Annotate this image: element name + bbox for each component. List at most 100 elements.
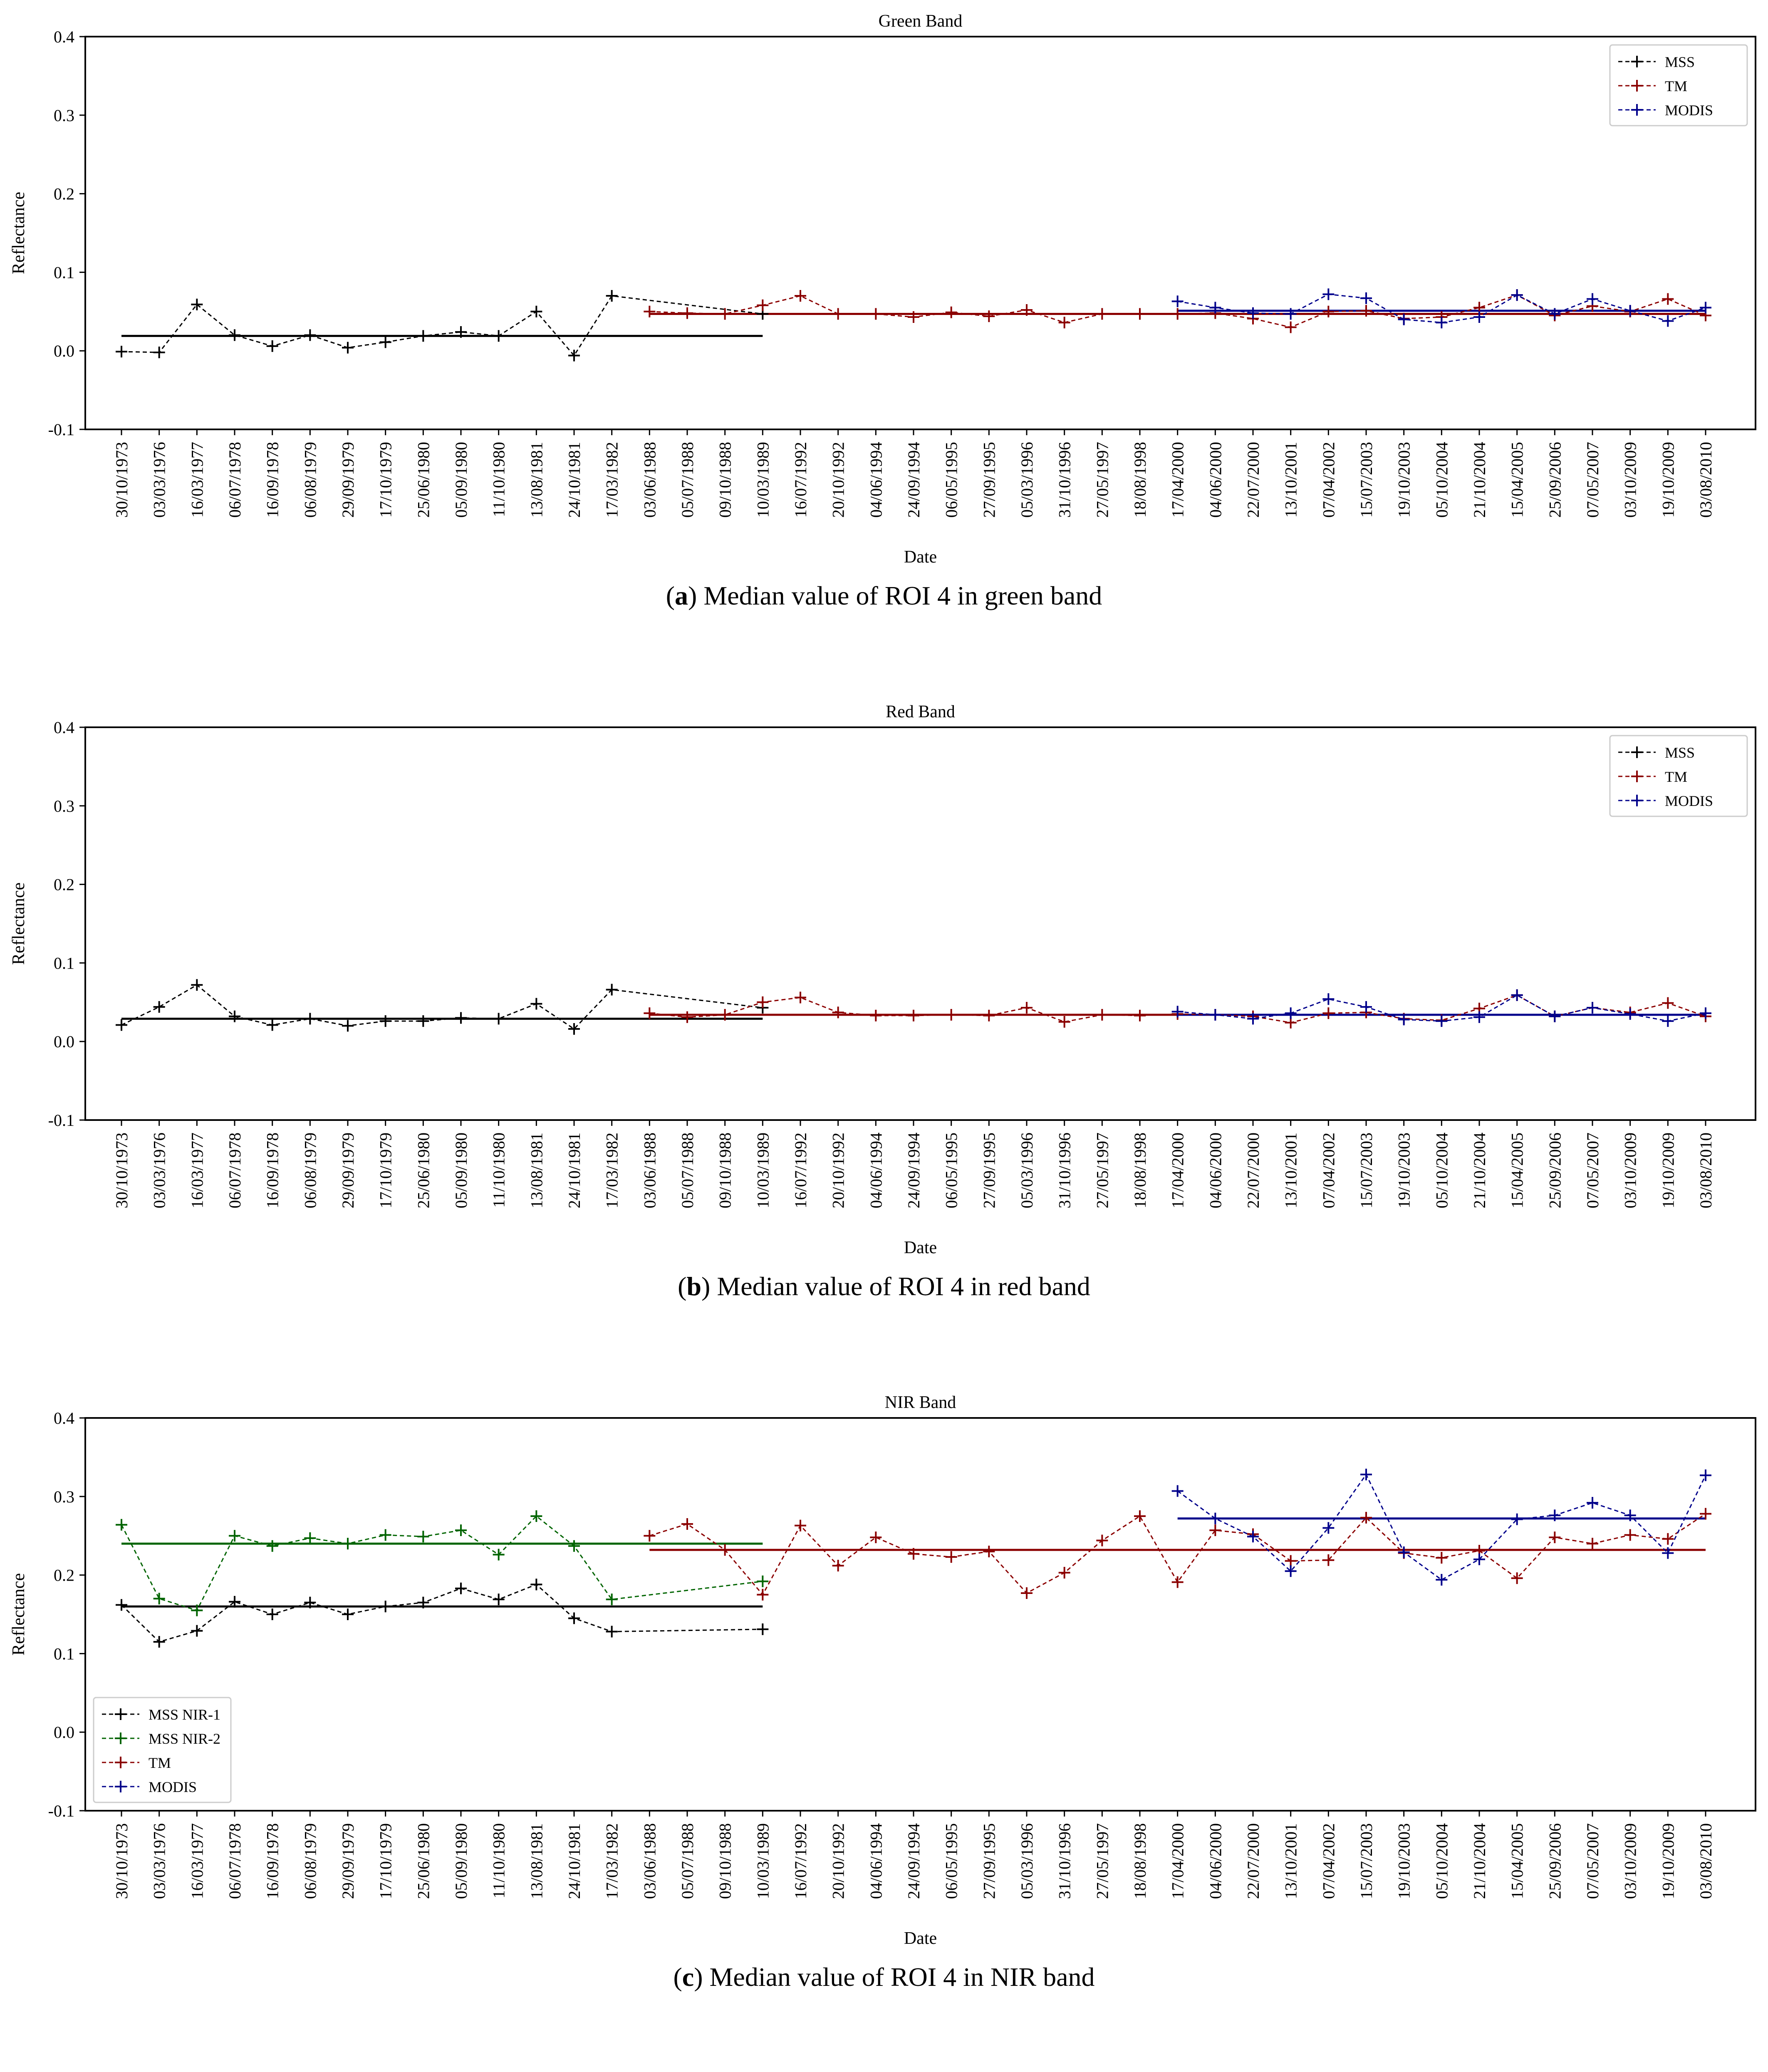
x-tick-label: 29/09/1979 — [339, 442, 357, 518]
x-tick-label: 03/03/1976 — [150, 442, 169, 518]
x-tick-label: 07/05/2007 — [1583, 442, 1602, 518]
data-point-mss-nir-2 — [757, 1575, 769, 1587]
legend: MSS NIR-1 MSS NIR-2 TM MODIS — [93, 1697, 232, 1803]
data-point-modis — [1549, 308, 1561, 320]
data-point-tm — [1360, 305, 1372, 317]
legend-label: MSS — [1665, 54, 1695, 70]
data-point-tm — [1021, 1002, 1033, 1014]
x-tick-label: 19/10/2003 — [1395, 1823, 1414, 1899]
legend-item: MODIS — [1618, 793, 1713, 809]
data-point-modis — [1587, 293, 1598, 305]
x-tick-label: 30/10/1973 — [112, 1133, 131, 1208]
x-tick-label: 06/08/1979 — [301, 442, 319, 518]
data-point-mss-nir-1 — [757, 1623, 769, 1635]
x-tick-label: 31/10/1996 — [1055, 442, 1074, 518]
data-point-modis — [1549, 1010, 1561, 1022]
data-point-tm — [1360, 1512, 1372, 1524]
data-point-tm — [945, 1009, 957, 1021]
x-tick-label: 03/10/2009 — [1621, 1823, 1640, 1899]
x-tick-label: 04/06/1994 — [867, 1133, 885, 1208]
legend-label: MODIS — [1665, 793, 1713, 809]
data-point-mss-nir-1 — [153, 1636, 165, 1648]
x-tick-label: 05/09/1980 — [452, 1823, 470, 1899]
x-tick-label: 25/06/1980 — [414, 442, 433, 518]
data-point-mss-nir-2 — [493, 1549, 505, 1561]
series-line-tm — [649, 1513, 1706, 1596]
data-point-mss-nir-2 — [304, 1532, 316, 1544]
legend-box — [93, 1697, 232, 1803]
data-point-tm — [983, 1545, 995, 1557]
legend-label: MSS NIR-1 — [149, 1706, 220, 1723]
x-tick-label: 06/08/1979 — [301, 1823, 319, 1899]
x-tick-label: 24/09/1994 — [904, 1823, 923, 1899]
series-line-modis — [1177, 1473, 1706, 1581]
data-point-tm — [719, 1009, 731, 1021]
x-axis-label: Date — [904, 548, 937, 567]
data-point-tm — [908, 311, 919, 323]
plot-frame — [84, 726, 1756, 1121]
x-tick-label: 24/09/1994 — [904, 1133, 923, 1208]
x-tick-label: 25/06/1980 — [414, 1823, 433, 1899]
data-point-mss-nir-1 — [493, 1594, 505, 1606]
data-point-mss-nir-1 — [191, 1625, 203, 1637]
data-point-mss — [116, 1019, 127, 1031]
x-tick-label: 07/04/2002 — [1319, 442, 1338, 518]
data-point-tm — [1134, 308, 1146, 320]
chart-panel-nir: NIR Band 0.4 0.3 0.2 0.1 0.0 -0.1 Reflectance 30… — [0, 1381, 1768, 2072]
data-point-tm — [1134, 1009, 1146, 1021]
data-point-modis — [1624, 1509, 1636, 1522]
x-tick-label: 30/10/1973 — [112, 442, 131, 518]
data-point-modis — [1171, 1006, 1184, 1018]
x-tick-label: 06/07/1978 — [225, 1133, 244, 1208]
data-point-tm — [870, 308, 882, 320]
data-point-modis — [1209, 1512, 1221, 1524]
x-tick-label: 19/10/2003 — [1395, 442, 1414, 518]
x-tick-label: 05/07/1988 — [678, 1133, 697, 1208]
data-point-mss-nir-2 — [229, 1530, 240, 1542]
data-point-modis — [1473, 1011, 1485, 1023]
data-point-mss-nir-1 — [568, 1612, 580, 1624]
data-point-mss-nir-1 — [304, 1596, 316, 1609]
x-tick-label: 17/10/1979 — [376, 1133, 395, 1208]
x-tick-label: 06/08/1979 — [301, 1133, 319, 1208]
data-point-tm — [1096, 1534, 1108, 1547]
x-tick-label: 15/04/2005 — [1508, 1133, 1527, 1208]
x-tick-label: 17/04/2000 — [1169, 1823, 1187, 1899]
data-point-mss-nir-1 — [229, 1596, 240, 1608]
data-point-mss — [229, 1010, 240, 1022]
y-tick-label: 0.0 — [54, 342, 74, 360]
x-tick-label: 05/03/1996 — [1018, 442, 1036, 518]
data-point-tm — [1058, 1566, 1070, 1579]
data-point-tm — [681, 307, 693, 319]
x-tick-label: 03/10/2009 — [1621, 442, 1640, 518]
y-tick-label: 0.0 — [54, 1723, 74, 1742]
data-point-tm — [1021, 1587, 1033, 1599]
data-point-modis — [1473, 311, 1485, 323]
x-tick-label: 15/04/2005 — [1508, 442, 1527, 518]
legend-label: MODIS — [149, 1779, 197, 1795]
x-tick-label: 13/10/2001 — [1282, 1823, 1300, 1899]
data-point-mss-nir-2 — [153, 1593, 165, 1605]
data-point-modis — [1285, 1007, 1297, 1019]
x-tick-label: 24/09/1994 — [904, 442, 923, 518]
data-point-modis — [1360, 1001, 1372, 1013]
legend-item: MODIS — [102, 1779, 197, 1795]
y-tick-label: -0.1 — [48, 1802, 74, 1820]
figure-caption: (b) Median value of ROI 4 in red band — [678, 1271, 1090, 1301]
x-tick-label: 03/03/1976 — [150, 1823, 169, 1899]
x-tick-label: 27/05/1997 — [1093, 442, 1112, 518]
data-point-tm — [1171, 1576, 1184, 1588]
legend-label: TM — [1665, 78, 1687, 94]
series-line-mss — [121, 295, 763, 357]
legend-item: TM — [1618, 768, 1687, 785]
data-point-mss-nir-1 — [116, 1599, 127, 1611]
data-point-tm — [1171, 308, 1184, 320]
x-tick-label: 17/10/1979 — [376, 1823, 395, 1899]
x-tick-label: 11/10/1980 — [490, 1133, 508, 1208]
y-tick-label: -0.1 — [48, 420, 74, 439]
data-point-tm — [1322, 305, 1335, 317]
x-tick-label: 24/10/1981 — [565, 1133, 584, 1208]
y-tick-label: 0.2 — [54, 875, 74, 894]
data-point-modis — [1511, 289, 1523, 301]
data-point-tm — [1209, 1524, 1221, 1536]
